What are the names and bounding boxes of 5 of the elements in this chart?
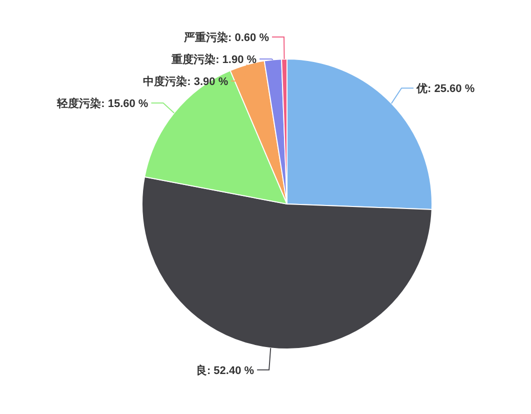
slice-label: 优: 25.60 % (416, 82, 475, 96)
slice-label: 良: 52.40 % (196, 364, 254, 377)
slice-label: 严重污染: 0.60 % (183, 30, 270, 44)
legend-label: 重度污染: 1.90 % (170, 52, 257, 66)
slice-label: 轻度污染: 15.60 % (56, 96, 148, 110)
